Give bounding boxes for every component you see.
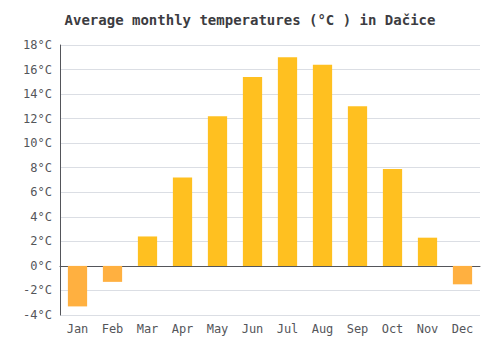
svg-text:4°C: 4°C [30,210,52,224]
svg-text:Jun: Jun [242,322,264,336]
svg-text:18°C: 18°C [23,38,52,52]
svg-text:Average monthly temperatures (: Average monthly temperatures (°C ) in Da… [65,12,436,28]
svg-text:-2°C: -2°C [23,283,52,297]
svg-text:Oct: Oct [382,322,404,336]
svg-text:Dec: Dec [452,322,474,336]
svg-text:10°C: 10°C [23,136,52,150]
svg-text:6°C: 6°C [30,185,52,199]
svg-text:16°C: 16°C [23,63,52,77]
svg-text:Mar: Mar [137,322,159,336]
svg-text:-4°C: -4°C [23,308,52,322]
svg-text:Nov: Nov [417,322,439,336]
svg-text:8°C: 8°C [30,161,52,175]
svg-text:Feb: Feb [102,322,124,336]
svg-text:May: May [207,322,229,336]
svg-text:Jul: Jul [277,322,299,336]
svg-text:2°C: 2°C [30,234,52,248]
svg-text:Apr: Apr [172,322,194,336]
svg-text:14°C: 14°C [23,87,52,101]
svg-text:12°C: 12°C [23,112,52,126]
svg-text:Jan: Jan [67,322,89,336]
svg-text:0°C: 0°C [30,259,52,273]
svg-text:Sep: Sep [347,322,369,336]
svg-text:Aug: Aug [312,322,334,336]
